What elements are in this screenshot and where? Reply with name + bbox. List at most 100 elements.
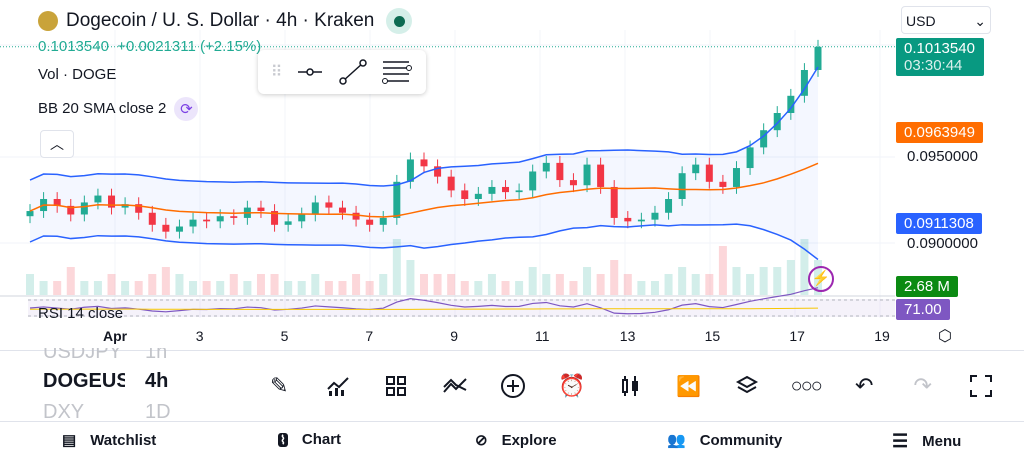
bottom-toolbar: ✎ ⏰ ⏪ ○○○ ↶ ↷ (250, 366, 1011, 406)
volume-bar (623, 274, 632, 295)
layers-icon[interactable] (718, 366, 777, 406)
candle-body (651, 212, 659, 220)
drag-handle-icon[interactable]: ⠿ (270, 64, 283, 81)
collapse-legend-button[interactable]: ︿ (40, 130, 74, 158)
candle-body (162, 224, 170, 232)
add-plus-icon[interactable] (484, 366, 543, 406)
market-open-status-icon (386, 8, 413, 34)
compass-icon: ⊘ (475, 432, 488, 449)
volume-bar (26, 274, 34, 295)
candle-body (447, 176, 455, 191)
nav-chart[interactable]: ⌇ Chart (278, 431, 341, 448)
candle-body (393, 181, 401, 218)
candle-body (189, 219, 197, 227)
volume-bar (406, 260, 415, 295)
time-tick: Apr (103, 328, 128, 344)
watchlist-icon: ▤ (62, 432, 77, 449)
volume-bar (610, 260, 619, 295)
volume-bar (569, 281, 578, 295)
nav-explore[interactable]: ⊘ Explore (475, 431, 557, 450)
last-price-tag-value: 0.1013540 (904, 40, 975, 57)
candle-body (624, 217, 632, 222)
fib-retracement-tool-icon[interactable] (381, 58, 413, 86)
trend-line-tool-icon[interactable] (338, 58, 368, 86)
candle-body (610, 186, 618, 218)
volume-bar (202, 281, 211, 295)
time-tick: 15 (704, 328, 721, 344)
redo-icon[interactable]: ↷ (913, 373, 932, 398)
horizontal-line-tool-icon[interactable] (296, 62, 324, 82)
volume-bar (93, 281, 102, 295)
price-chart[interactable] (0, 0, 1024, 350)
symbol-prev[interactable]: USDJPY (43, 348, 125, 358)
candle-body (719, 181, 727, 187)
alarm-clock-icon[interactable]: ⏰ (558, 373, 586, 398)
timeframe-current[interactable]: 4h (145, 370, 169, 392)
layouts-grid-icon[interactable] (367, 366, 426, 406)
rsi-legend[interactable]: RSI 14 close (38, 305, 123, 318)
rsi-band (28, 299, 895, 317)
settings-icon[interactable]: ⬡ (938, 328, 952, 345)
compare-icon[interactable] (426, 366, 485, 406)
candle-body (787, 95, 795, 113)
volume-bar (650, 281, 659, 295)
last-price-tag: 0.1013540 03:30:44 (896, 38, 984, 76)
lightning-alert-icon[interactable]: ⚡ (808, 266, 834, 292)
candle-body (94, 195, 102, 203)
menu-icon: ☰ (892, 431, 909, 451)
volume-bar (678, 267, 687, 295)
candle-body (135, 204, 143, 213)
candle-body (800, 70, 808, 96)
volume-bar (746, 274, 755, 295)
more-options-icon[interactable]: ○○○ (790, 374, 823, 397)
bar-countdown: 03:30:44 (904, 57, 963, 74)
volume-bar (53, 281, 62, 295)
volume-bar (420, 274, 428, 295)
volume-bar (487, 274, 496, 295)
nav-label: Explore (501, 431, 557, 449)
volume-bar (256, 274, 265, 295)
price-change: +0.0021311 (+2.15%) (117, 38, 262, 55)
volume-bar (161, 267, 170, 295)
currency-select[interactable]: USD ⌄ (901, 6, 991, 34)
candle-style-icon[interactable] (601, 366, 660, 406)
nav-watchlist[interactable]: ▤ Watchlist (62, 431, 157, 450)
indicators-icon[interactable] (309, 366, 368, 406)
symbol-current[interactable]: DOGEUSD (43, 370, 125, 392)
dogecoin-logo (38, 11, 58, 31)
candle-body (637, 219, 645, 222)
volume-bar (596, 274, 605, 295)
candle-body (108, 195, 116, 208)
nav-menu[interactable]: ☰ Menu (892, 431, 961, 452)
candle-body (257, 207, 265, 212)
symbol-next[interactable]: DXY (43, 401, 85, 418)
undo-icon[interactable]: ↶ (855, 373, 874, 398)
timeframe-prev[interactable]: 1h (145, 348, 167, 358)
volume-bar (433, 274, 442, 295)
draw-pencil-icon[interactable]: ✎ (270, 373, 289, 398)
volume-bar (637, 281, 646, 295)
bb-legend[interactable]: BB 20 SMA close 2 ⟳ (38, 97, 199, 121)
currency-value: USD (906, 13, 936, 29)
nav-label: Chart (301, 431, 342, 448)
nav-label: Watchlist (90, 431, 157, 449)
candle-body (271, 211, 279, 225)
replay-rewind-icon[interactable]: ⏪ (676, 375, 702, 398)
volume-bar (216, 281, 225, 295)
volume-bar (474, 281, 483, 295)
volume-bar (243, 281, 252, 295)
candle-body (474, 193, 482, 199)
fullscreen-icon[interactable] (952, 366, 1011, 406)
timeframe-next[interactable]: 1D (145, 401, 171, 418)
bb-legend-text: BB 20 SMA close 2 (38, 99, 167, 117)
nav-community[interactable]: 👥 Community (667, 431, 782, 450)
symbol-picker[interactable]: USDJPY 1h DOGEUSD 4h DXY 1D (43, 348, 183, 418)
symbol-title[interactable]: Dogecoin / U. S. Dollar · 4h · Kraken (38, 8, 413, 34)
volume-bar (392, 239, 401, 295)
volume-bar (705, 274, 714, 295)
volume-bar (39, 281, 48, 295)
candle-body (216, 216, 224, 222)
sync-icon[interactable]: ⟳ (174, 97, 199, 121)
nav-label: Menu (922, 433, 962, 450)
volume-legend[interactable]: Vol · DOGE (38, 66, 117, 83)
